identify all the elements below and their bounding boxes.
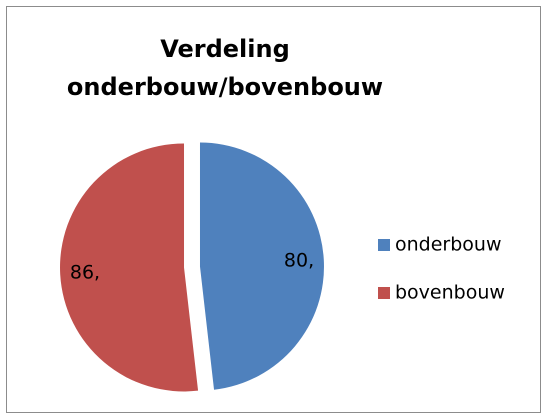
pie-slice [60, 143, 199, 392]
legend-swatch [378, 287, 390, 299]
data-label: 86, [70, 262, 100, 284]
legend-label: onderbouw [395, 234, 502, 256]
legend-label: bovenbouw [395, 282, 505, 304]
data-label: 80, [284, 249, 314, 271]
chart-title: Verdeling onderbouw/bovenbouw [66, 35, 384, 101]
legend-swatch [378, 239, 390, 251]
pie-slice [199, 142, 324, 390]
